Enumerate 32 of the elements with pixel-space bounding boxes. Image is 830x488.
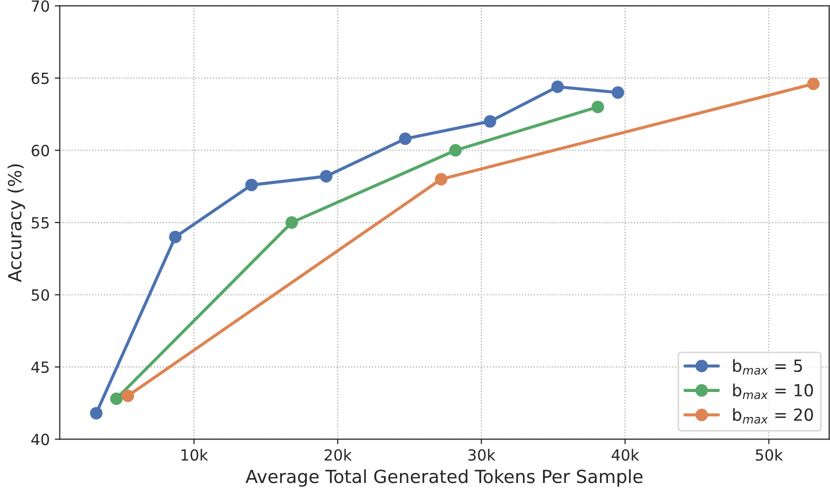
point xyxy=(807,78,820,90)
point xyxy=(285,216,298,229)
point xyxy=(484,115,496,128)
y-tick-label: 40 xyxy=(31,434,50,446)
x-tick-label: 50k xyxy=(756,448,783,461)
y-tick-label: 50 xyxy=(32,289,50,301)
y-tick-label: 70 xyxy=(32,0,50,12)
point xyxy=(110,392,123,406)
y-axis-title: Accuracy (%) xyxy=(8,164,26,282)
point xyxy=(122,390,134,402)
x-axis-title: Average Total Generated Tokens Per Sample xyxy=(246,469,643,487)
y-tick-label: 65 xyxy=(32,72,49,84)
legend-label: b$_{max}$ = 5 xyxy=(733,359,802,375)
x-tick-label: 20k xyxy=(324,448,352,461)
point xyxy=(592,100,604,114)
point xyxy=(434,172,448,186)
y-tick-label: 55 xyxy=(32,217,49,229)
x-tick-label: 30k xyxy=(468,448,496,461)
point xyxy=(320,170,332,183)
point xyxy=(551,80,564,93)
point xyxy=(90,406,103,420)
point xyxy=(245,178,258,192)
point xyxy=(169,230,182,244)
x-tick-label: 10k xyxy=(182,448,208,461)
legend-label: b$_{max}$ = 20 xyxy=(733,408,813,424)
point xyxy=(398,132,412,145)
x-tick-label: 40k xyxy=(612,448,640,461)
y-tick-label: 60 xyxy=(32,144,50,156)
point xyxy=(449,144,462,157)
legend-label: b$_{max}$ = 10 xyxy=(733,384,813,400)
y-tick-label: 45 xyxy=(31,362,49,373)
point xyxy=(612,86,624,99)
